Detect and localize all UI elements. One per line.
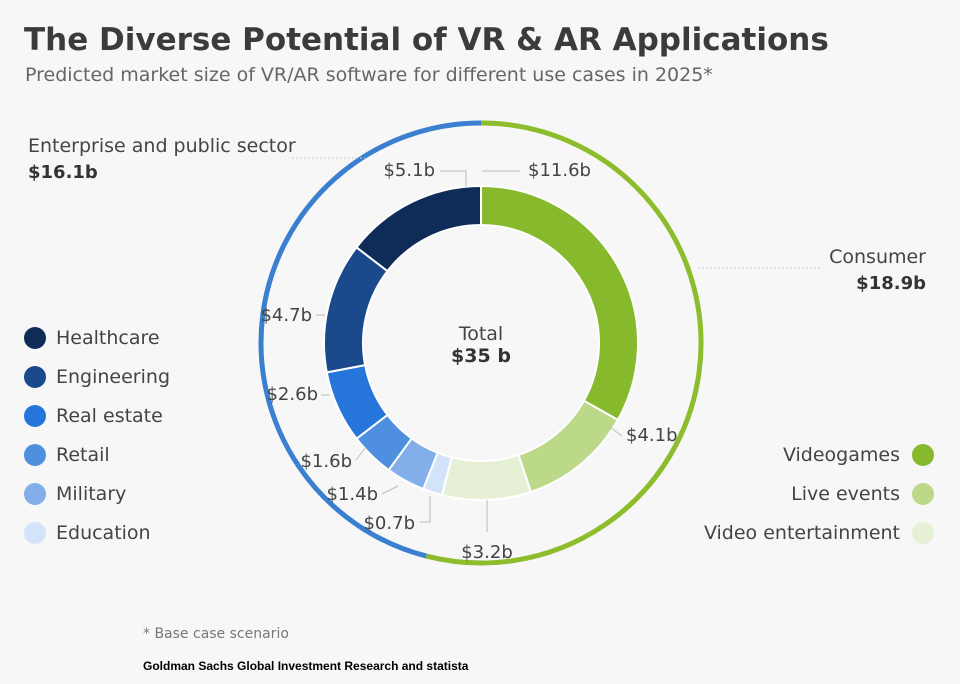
legend-item-healthcare: Healthcare bbox=[24, 318, 170, 357]
leader-line-education bbox=[420, 496, 431, 523]
value-label-real-estate: $2.6b bbox=[266, 384, 318, 405]
footnote: * Base case scenario bbox=[143, 626, 289, 642]
legend-item-real-estate: Real estate bbox=[24, 396, 170, 435]
legend-swatch-education bbox=[24, 521, 46, 544]
legend-left: Healthcare Engineering Real estate Retail Mi… bbox=[24, 318, 170, 552]
center-label-total: Total bbox=[458, 323, 503, 345]
center-label-value: $35 b bbox=[451, 345, 511, 367]
chart-subtitle: Predicted market size of VR/AR software … bbox=[25, 64, 713, 86]
source-note: Goldman Sachs Global Investment Research… bbox=[143, 659, 469, 673]
legend-swatch-video-entertainment bbox=[912, 521, 934, 544]
legend-swatch-videogames bbox=[912, 443, 934, 466]
legend-label-video-entertainment: Video entertainment bbox=[703, 521, 900, 544]
value-label-engineering: $4.7b bbox=[260, 305, 312, 326]
leader-line-military bbox=[381, 485, 399, 495]
segment-video-entertainment bbox=[440, 453, 533, 501]
chart-title: The Diverse Potential of VR & AR Applica… bbox=[24, 22, 829, 58]
group-label-consumer: Consumer bbox=[829, 246, 926, 268]
leader-line-retail bbox=[355, 446, 367, 461]
value-label-education: $0.7b bbox=[363, 513, 415, 534]
value-label-military: $1.4b bbox=[326, 484, 378, 505]
legend-item-military: Military bbox=[24, 474, 170, 513]
segment-live-events bbox=[517, 399, 620, 494]
legend-label-military: Military bbox=[56, 482, 127, 505]
legend-item-video-entertainment: Video entertainment bbox=[704, 513, 934, 552]
value-label-live-events: $4.1b bbox=[626, 425, 678, 446]
legend-right: Videogames Live events Video entertainment bbox=[704, 435, 934, 552]
legend-swatch-retail bbox=[24, 443, 46, 466]
value-label-healthcare: $5.1b bbox=[383, 160, 435, 181]
legend-label-real-estate: Real estate bbox=[56, 404, 163, 427]
value-label-video-entertainment: $3.2b bbox=[461, 542, 513, 563]
legend-item-retail: Retail bbox=[24, 435, 170, 474]
legend-item-videogames: Videogames bbox=[704, 435, 934, 474]
legend-label-engineering: Engineering bbox=[56, 365, 170, 388]
legend-label-videogames: Videogames bbox=[782, 443, 900, 466]
segment-healthcare bbox=[355, 184, 482, 273]
value-label-retail: $1.6b bbox=[300, 451, 352, 472]
group-label-enterprise-and-public-sector: Enterprise and public sector bbox=[28, 135, 296, 157]
legend-swatch-live-events bbox=[912, 482, 934, 505]
legend-label-healthcare: Healthcare bbox=[56, 326, 160, 349]
leader-line-live-events bbox=[606, 424, 623, 437]
segment-engineering bbox=[323, 245, 389, 374]
legend-swatch-military bbox=[24, 482, 46, 505]
legend-item-engineering: Engineering bbox=[24, 357, 170, 396]
group-value-consumer: $18.9b bbox=[856, 273, 926, 294]
legend-swatch-healthcare bbox=[24, 326, 46, 349]
legend-label-live-events: Live events bbox=[791, 482, 900, 505]
legend-label-education: Education bbox=[56, 521, 151, 544]
legend-label-retail: Retail bbox=[56, 443, 110, 466]
leader-line-healthcare bbox=[440, 170, 467, 187]
legend-item-live-events: Live events bbox=[704, 474, 934, 513]
segment-videogames bbox=[480, 184, 639, 422]
legend-item-education: Education bbox=[24, 513, 170, 552]
legend-swatch-engineering bbox=[24, 365, 46, 388]
group-value-enterprise-and-public-sector: $16.1b bbox=[28, 162, 98, 183]
group-ring-consumer bbox=[425, 120, 704, 566]
legend-swatch-real-estate bbox=[24, 404, 46, 427]
group-ring-enterprise-and-public-sector bbox=[258, 120, 482, 559]
value-label-videogames: $11.6b bbox=[528, 160, 591, 181]
